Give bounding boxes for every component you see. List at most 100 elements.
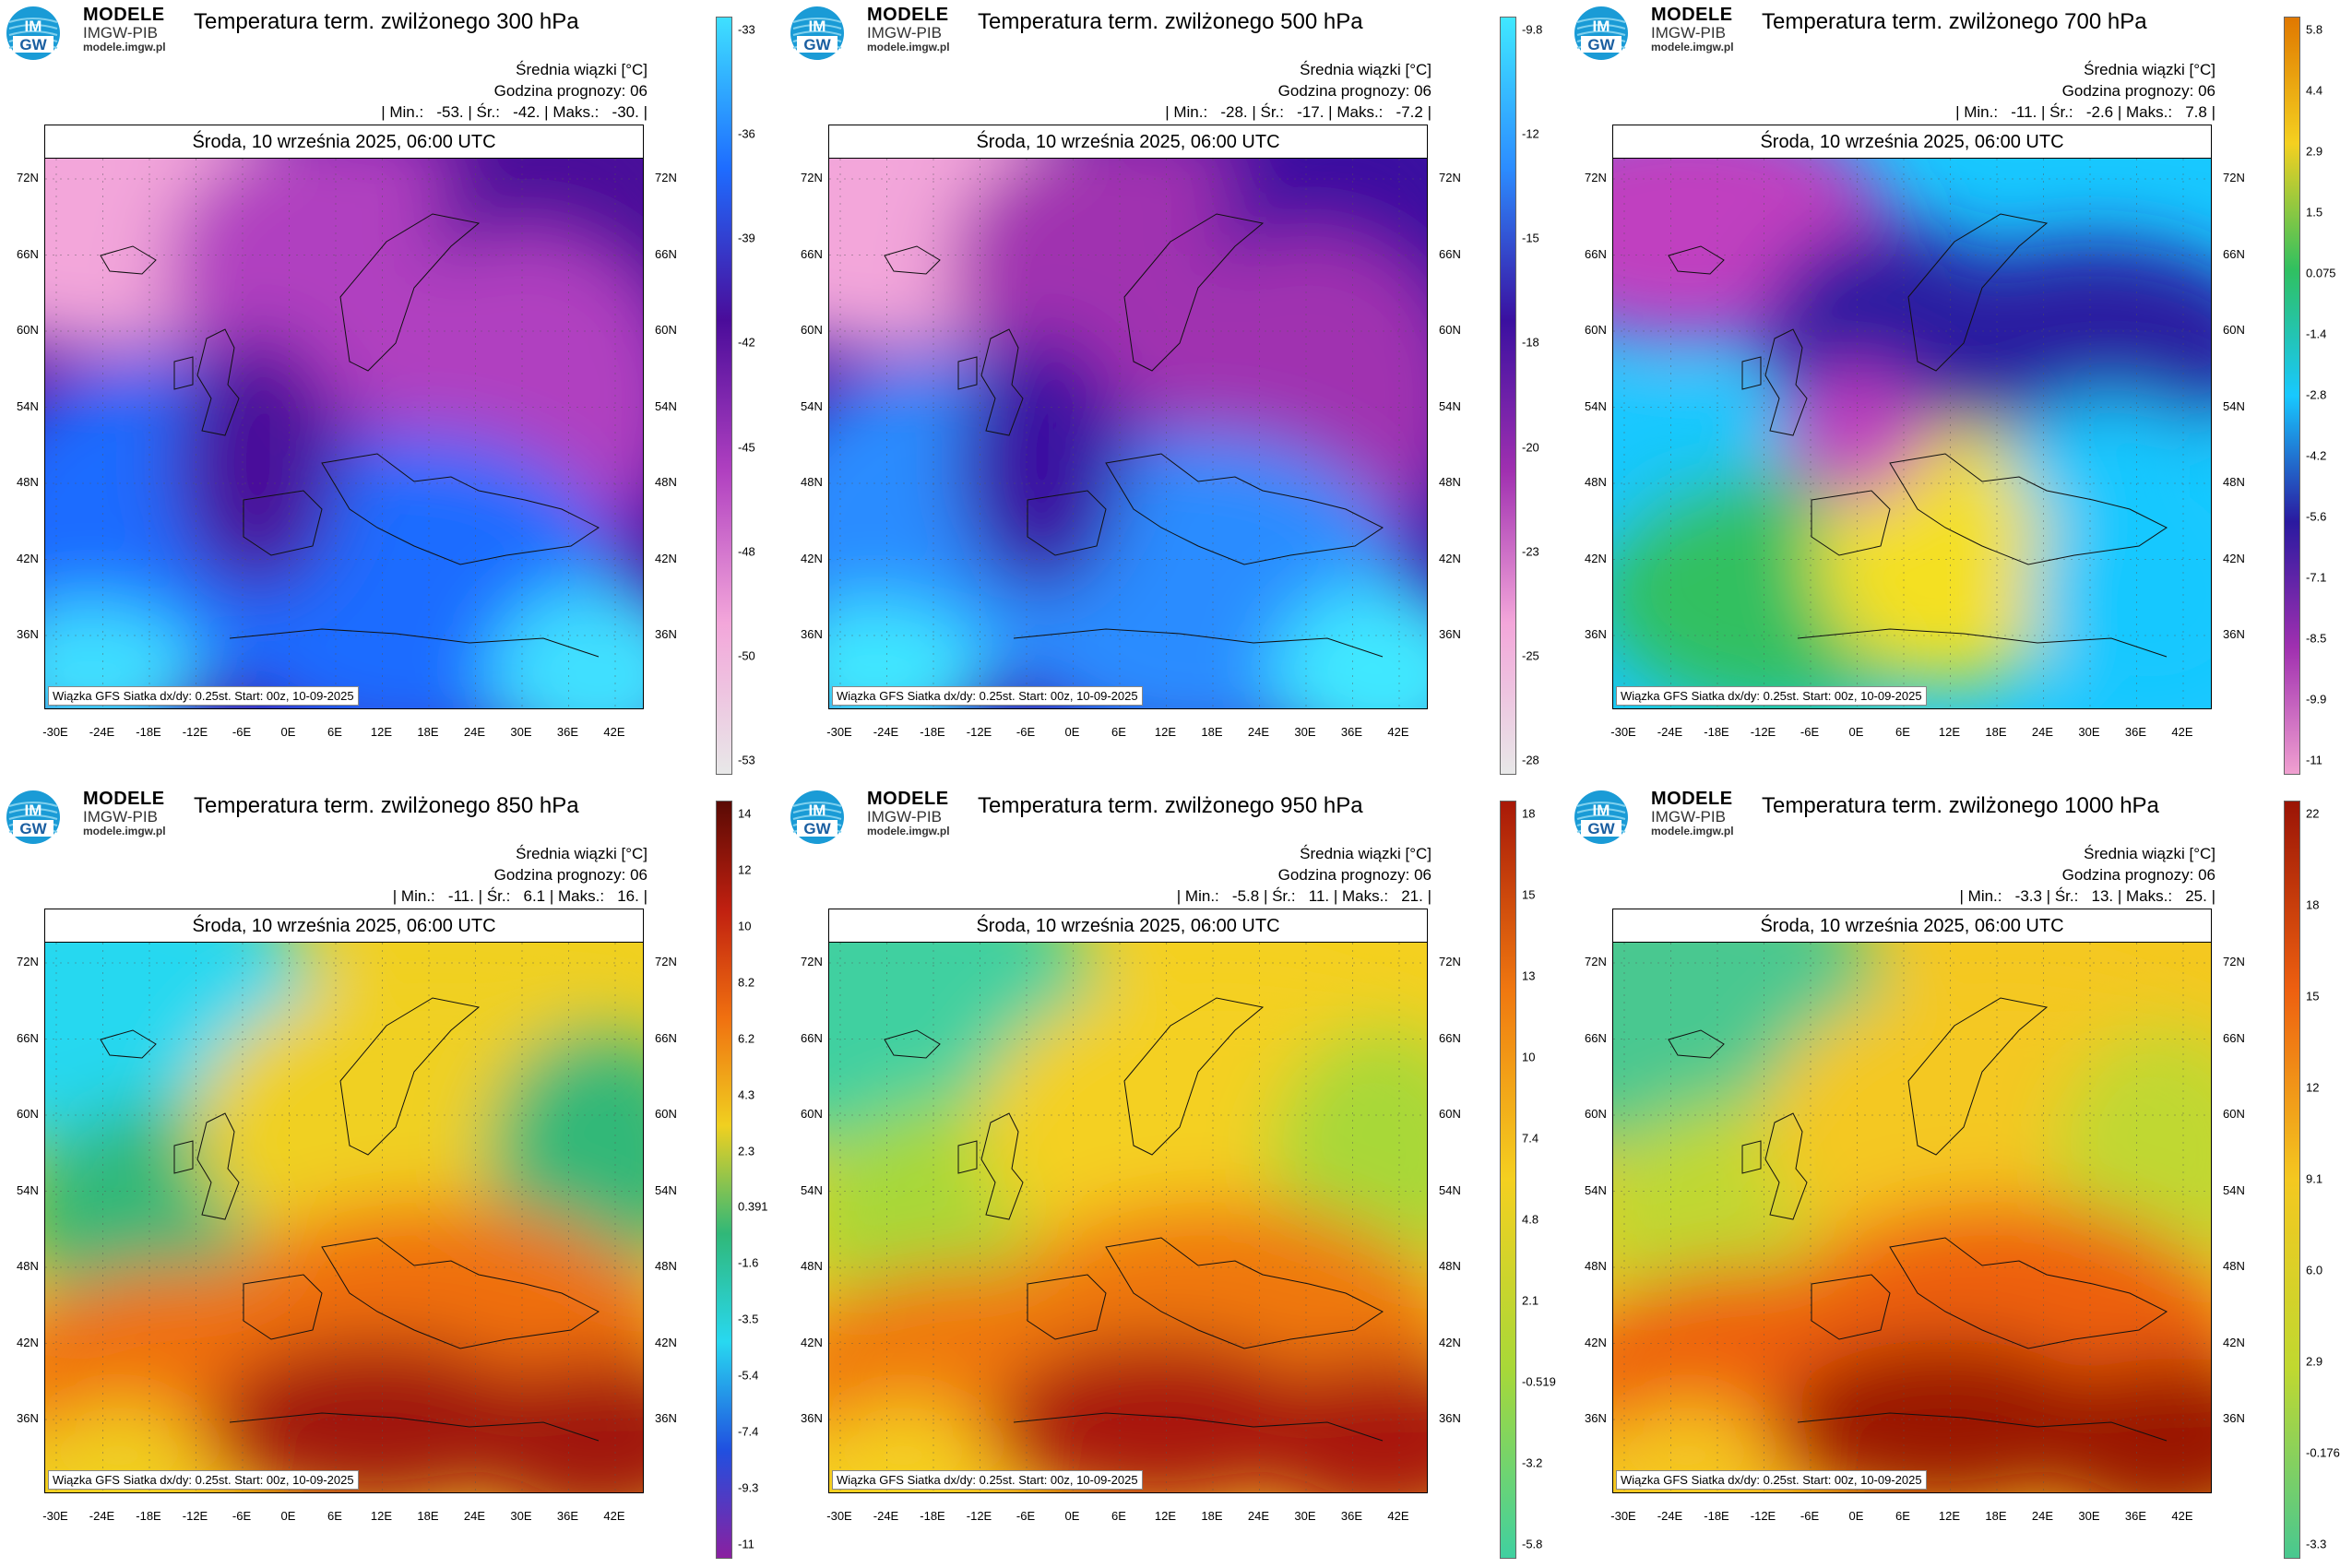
brand-url: modele.imgw.pl [867,824,950,837]
imgw-logo: IM GW [1574,790,1629,845]
lat-label-left: 72N [801,171,823,184]
lat-label-left: 42N [801,1335,823,1349]
lat-label-right: 72N [655,171,677,184]
colorbar-label: 2.1 [1522,1293,1539,1308]
map-panel: IM GW MODELE IMGW-PIB modele.imgw.pl Temperat… [1568,784,2352,1568]
lon-label: 24E [463,1509,486,1523]
colorbar [716,17,732,775]
colorbar-label: -12 [1522,126,1539,141]
brand-org: IMGW-PIB [83,808,158,826]
logo-text-top: IM [809,802,826,819]
logo-text-bottom: GW [19,820,47,837]
lat-label-right: 72N [1439,955,1461,968]
brand-url: modele.imgw.pl [83,824,166,837]
panel-title: Temperatura term. zwilżonego 500 hPa [978,9,1363,34]
brand-block: MODELE IMGW-PIB modele.imgw.pl [867,790,950,837]
lat-label-right: 36N [1439,627,1461,641]
lat-label-right: 54N [2223,1182,2245,1197]
lon-label: -30E [826,1509,852,1523]
lat-label-left: 72N [17,171,39,184]
brand-org: IMGW-PIB [867,808,942,826]
lon-label: 6E [327,725,342,739]
legend-title: Średnia wiązki [°C] [516,61,647,78]
colorbar-label: -3.3 [2306,1537,2327,1551]
lat-label-left: 42N [17,1335,39,1349]
lat-label-right: 66N [655,246,677,261]
lon-label: -6E [1016,1509,1036,1523]
lon-label: 18E [1201,1509,1223,1523]
colorbar-label: -7.4 [738,1424,759,1439]
lat-label-left: 36N [17,1411,39,1425]
brand-block: MODELE IMGW-PIB modele.imgw.pl [867,6,950,53]
colorbar-label: 14 [738,806,752,821]
lat-label-right: 48N [1439,475,1461,489]
legend-title: Średnia wiązki [°C] [2084,845,2215,862]
colorbar [1500,801,1516,1559]
lon-label: -30E [826,725,852,739]
lon-label: 12E [1938,1509,1961,1523]
model-footer: Wiązka GFS Siatka dx/dy: 0.25st. Start: … [1616,1470,1927,1490]
lon-label: 12E [370,1509,393,1523]
lon-label: 36E [1340,725,1363,739]
brand-url: modele.imgw.pl [867,40,950,53]
colorbar [2284,17,2300,775]
lat-label-right: 42N [655,551,677,565]
logo-text-bottom: GW [19,36,47,53]
date-header: Środa, 10 września 2025, 06:00 UTC [1612,909,2212,942]
colorbar-label: -18 [1522,335,1539,350]
lon-label: 6E [327,1509,342,1523]
lon-label: 42E [2171,725,2193,739]
stats-line: | Min.: -28. | Śr.: -17. | Maks.: -7.2 | [1165,103,1431,121]
colorbar-label: -5.8 [1522,1537,1543,1551]
stats-line: | Min.: -5.8 | Śr.: 11. | Maks.: 21. | [1176,887,1431,905]
lon-label: -30E [42,1509,68,1523]
lat-label-right: 48N [655,475,677,489]
logo-text-bottom: GW [803,36,831,53]
colorbar-label: -50 [738,648,755,663]
brand-org: IMGW-PIB [867,24,942,42]
colorbar-label: 6.0 [2306,1263,2323,1277]
colorbar-label: 10 [1522,1050,1536,1064]
map-panel: IM GW MODELE IMGW-PIB modele.imgw.pl Temperat… [1568,0,2352,784]
lat-label-right: 36N [1439,1411,1461,1425]
lat-label-right: 66N [2223,1030,2245,1045]
lon-label: 12E [1938,725,1961,739]
forecast-hour: Godzina prognozy: 06 [2061,82,2215,100]
model-footer: Wiązka GFS Siatka dx/dy: 0.25st. Start: … [1616,686,1927,706]
colorbar-label: -45 [738,440,755,455]
colorbar-label: -39 [738,231,755,245]
lon-label: 36E [556,725,579,739]
lat-label-right: 42N [1439,551,1461,565]
logo-text-top: IM [1593,802,1610,819]
lon-label: -6E [232,1509,252,1523]
colorbar-label: -20 [1522,440,1539,455]
model-footer: Wiązka GFS Siatka dx/dy: 0.25st. Start: … [832,1470,1143,1490]
lon-label: 36E [2124,1509,2147,1523]
lon-label: 36E [2124,725,2147,739]
lat-label-left: 48N [801,475,823,489]
lon-label: 36E [1340,1509,1363,1523]
colorbar-label: -1.6 [738,1255,759,1270]
colorbar-label: 0.075 [2306,266,2336,280]
colorbar-label: 22 [2306,806,2320,821]
lon-label: 42E [1387,725,1409,739]
lon-label: -18E [1704,1509,1729,1523]
brand-block: MODELE IMGW-PIB modele.imgw.pl [1651,6,1734,53]
date-header: Środa, 10 września 2025, 06:00 UTC [44,125,644,158]
colorbar-label: -23 [1522,544,1539,559]
lon-label: -18E [1704,725,1729,739]
lat-label-left: 36N [1585,1411,1607,1425]
lon-label: 24E [2031,725,2054,739]
lon-label: -24E [1657,725,1683,739]
lon-label: -6E [1800,1509,1820,1523]
brand-url: modele.imgw.pl [1651,824,1734,837]
lat-label-right: 54N [655,398,677,413]
logo-text-top: IM [25,802,42,819]
lat-label-left: 42N [1585,1335,1607,1349]
lon-label: 18E [1201,725,1223,739]
lat-label-right: 36N [2223,1411,2245,1425]
lon-label: 42E [1387,1509,1409,1523]
colorbar-label: 15 [1522,887,1536,902]
imgw-logo: IM GW [790,790,845,845]
lat-label-left: 60N [17,1107,39,1121]
